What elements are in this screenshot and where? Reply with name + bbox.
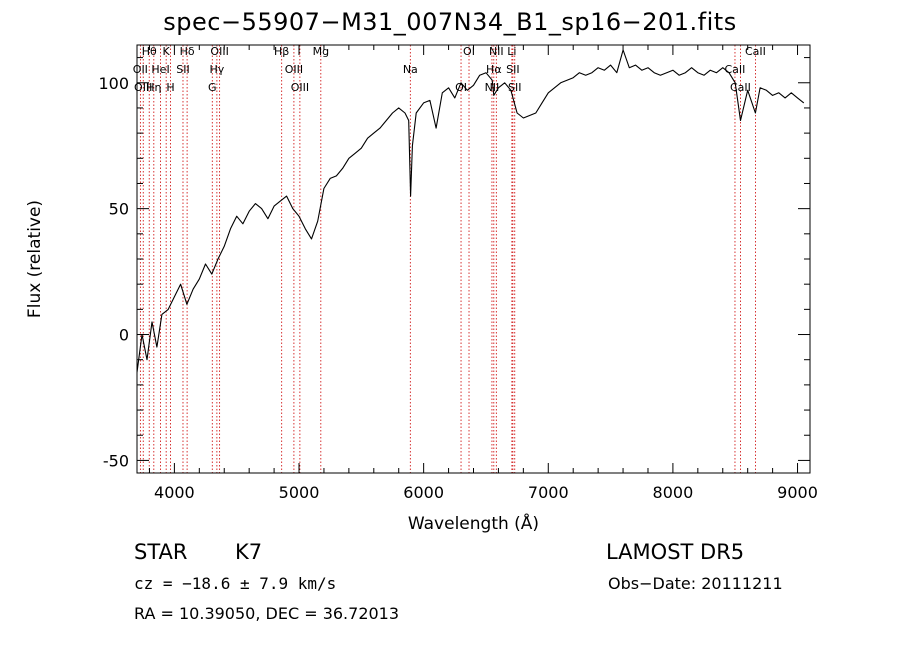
y-axis-label: Flux (relative)	[25, 200, 45, 318]
marker-label: SII	[508, 81, 521, 94]
object-subclass: K7	[235, 540, 263, 564]
marker-label: HeI	[151, 63, 169, 76]
chart-title: spec−55907−M31_007N34_B1_sp16−201.fits	[163, 8, 737, 36]
marker-label: SII	[506, 63, 519, 76]
x-tick-label: 4000	[154, 483, 195, 502]
x-tick-label: 8000	[653, 483, 694, 502]
marker-label: OI	[455, 81, 467, 94]
marker-label: Hγ	[209, 63, 224, 76]
marker-label: OI	[463, 45, 475, 58]
marker-label: Hθ	[142, 45, 157, 58]
y-tick-label: 100	[98, 74, 129, 93]
marker-label: CaII	[745, 45, 766, 58]
marker-label: H	[166, 81, 174, 94]
marker-label: Mg	[313, 45, 329, 58]
x-tick-label: 7000	[528, 483, 569, 502]
marker-label: Na	[403, 63, 418, 76]
plot-frame	[136, 44, 811, 474]
marker-label: G	[208, 81, 217, 94]
redshift-text: cz = −18.6 ± 7.9 km/s	[134, 574, 337, 593]
x-tick-label: 9000	[777, 483, 818, 502]
obs-date-text: Obs−Date: 20111211	[608, 574, 783, 593]
marker-label: Hα	[486, 63, 502, 76]
marker-label: OIII	[134, 81, 152, 94]
marker-label: CaII	[725, 63, 746, 76]
marker-label: Li	[507, 45, 516, 58]
marker-label: OIII	[285, 63, 303, 76]
object-class: STAR	[134, 540, 188, 564]
marker-label: NII	[485, 81, 500, 94]
marker-label: NII	[489, 45, 504, 58]
y-tick-label: -50	[103, 451, 129, 470]
spectrum-line	[136, 49, 805, 373]
marker-label: OII	[133, 63, 148, 76]
survey-label: LAMOST DR5	[606, 540, 745, 564]
marker-label: SII	[176, 63, 189, 76]
marker-label: OIII	[210, 45, 228, 58]
x-tick-label: 5000	[279, 483, 320, 502]
x-axis-label: Wavelength (Å)	[408, 512, 539, 534]
y-tick-label: 50	[109, 200, 129, 219]
marker-label: Hδ	[180, 45, 195, 58]
coordinates-text: RA = 10.39050, DEC = 36.72013	[134, 604, 400, 623]
marker-label: Hβ	[274, 45, 289, 58]
marker-label: K	[163, 45, 171, 58]
marker-label: OIII	[291, 81, 309, 94]
marker-label: Hη	[146, 81, 161, 94]
x-tick-label: 6000	[403, 483, 444, 502]
y-tick-label: 0	[119, 326, 129, 345]
